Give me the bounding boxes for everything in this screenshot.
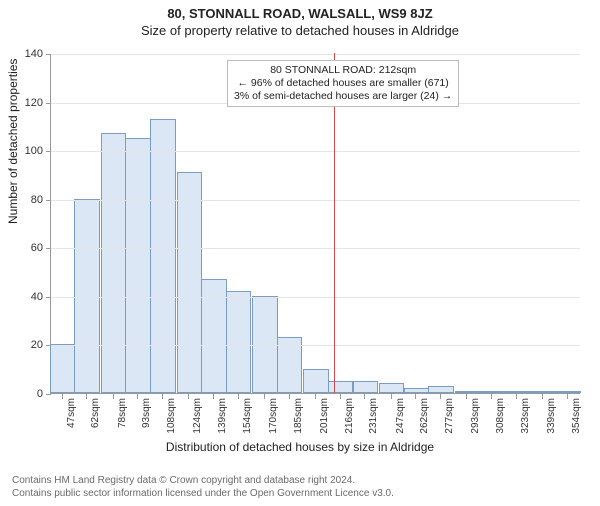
ytick-label: 0 <box>13 388 43 400</box>
ytick-mark <box>46 345 51 346</box>
xtick-mark <box>188 394 189 399</box>
xtick-label: 277sqm <box>444 398 455 434</box>
xtick-mark <box>86 394 87 399</box>
gridline <box>51 151 580 152</box>
ytick-label: 20 <box>13 339 43 351</box>
xtick-mark <box>567 394 568 399</box>
histogram-bar <box>353 381 379 393</box>
footer-attribution: Contains HM Land Registry data © Crown c… <box>12 474 588 500</box>
ytick-mark <box>46 297 51 298</box>
xtick-label: 170sqm <box>268 398 279 434</box>
xtick-mark <box>264 394 265 399</box>
chart-area: 02040608010012014080 STONNALL ROAD: 212s… <box>50 54 580 434</box>
xtick-label: 47sqm <box>66 398 77 428</box>
xtick-mark <box>364 394 365 399</box>
gridline <box>51 200 580 201</box>
xtick-mark <box>137 394 138 399</box>
annotation-line: 80 STONNALL ROAD: 212sqm <box>234 64 452 77</box>
xtick-label: 139sqm <box>217 398 228 434</box>
histogram-bar <box>404 388 430 393</box>
histogram-bar <box>455 391 481 393</box>
xtick-mark <box>62 394 63 399</box>
xtick-mark <box>415 394 416 399</box>
ytick-mark <box>46 54 51 55</box>
xtick-mark <box>113 394 114 399</box>
histogram-bar <box>252 296 278 393</box>
xtick-mark <box>440 394 441 399</box>
histogram-bar <box>555 391 581 393</box>
ytick-label: 80 <box>13 194 43 206</box>
annotation-line: 3% of semi-detached houses are larger (2… <box>234 90 452 103</box>
footer-line-1: Contains HM Land Registry data © Crown c… <box>12 474 588 487</box>
histogram-bar <box>530 391 556 393</box>
xtick-label: 154sqm <box>242 398 253 434</box>
ytick-label: 120 <box>13 97 43 109</box>
xtick-label: 308sqm <box>495 398 506 434</box>
xtick-label: 62sqm <box>90 398 101 428</box>
xtick-mark <box>466 394 467 399</box>
xtick-mark <box>162 394 163 399</box>
title-address: 80, STONNALL ROAD, WALSALL, WS9 8JZ <box>0 6 600 21</box>
footer-line-2: Contains public sector information licen… <box>12 487 588 500</box>
xtick-label: 216sqm <box>344 398 355 434</box>
chart-container: 80, STONNALL ROAD, WALSALL, WS9 8JZ Size… <box>0 6 600 506</box>
xtick-mark <box>289 394 290 399</box>
ytick-label: 40 <box>13 291 43 303</box>
ytick-label: 140 <box>13 48 43 60</box>
histogram-bar <box>428 386 454 393</box>
ytick-mark <box>46 103 51 104</box>
ytick-label: 60 <box>13 242 43 254</box>
histogram-bar <box>328 381 354 393</box>
histogram-bar <box>379 383 405 393</box>
gridline <box>51 54 580 55</box>
xtick-mark <box>238 394 239 399</box>
xtick-mark <box>516 394 517 399</box>
xtick-label: 323sqm <box>520 398 531 434</box>
xtick-mark <box>213 394 214 399</box>
xtick-label: 262sqm <box>419 398 430 434</box>
ytick-mark <box>46 394 51 395</box>
xtick-mark <box>315 394 316 399</box>
x-axis-label: Distribution of detached houses by size … <box>0 440 600 454</box>
histogram-bar <box>50 344 76 393</box>
xtick-label: 354sqm <box>571 398 582 434</box>
xtick-mark <box>391 394 392 399</box>
gridline <box>51 248 580 249</box>
ytick-mark <box>46 248 51 249</box>
xtick-mark <box>340 394 341 399</box>
ytick-label: 100 <box>13 145 43 157</box>
histogram-bar <box>150 119 176 393</box>
xtick-label: 185sqm <box>293 398 304 434</box>
histogram-bar <box>479 391 505 393</box>
title-subtitle: Size of property relative to detached ho… <box>0 23 600 38</box>
xtick-label: 247sqm <box>395 398 406 434</box>
xtick-label: 124sqm <box>192 398 203 434</box>
xtick-mark <box>542 394 543 399</box>
xtick-label: 93sqm <box>141 398 152 428</box>
ytick-mark <box>46 151 51 152</box>
histogram-bar <box>303 369 329 393</box>
ytick-mark <box>46 200 51 201</box>
xtick-label: 293sqm <box>470 398 481 434</box>
xtick-mark <box>491 394 492 399</box>
histogram-bar <box>226 291 252 393</box>
histogram-bar <box>101 133 127 393</box>
histogram-bar <box>504 391 530 393</box>
xtick-label: 78sqm <box>117 398 128 428</box>
xtick-label: 339sqm <box>546 398 557 434</box>
xtick-label: 108sqm <box>166 398 177 434</box>
gridline <box>51 297 580 298</box>
plot-area: 02040608010012014080 STONNALL ROAD: 212s… <box>50 54 580 394</box>
xtick-label: 231sqm <box>368 398 379 434</box>
histogram-bar <box>125 138 151 393</box>
xtick-label: 201sqm <box>319 398 330 434</box>
annotation-box: 80 STONNALL ROAD: 212sqm← 96% of detache… <box>227 60 459 107</box>
gridline <box>51 345 580 346</box>
annotation-line: ← 96% of detached houses are smaller (67… <box>234 77 452 90</box>
histogram-bar <box>177 172 203 393</box>
